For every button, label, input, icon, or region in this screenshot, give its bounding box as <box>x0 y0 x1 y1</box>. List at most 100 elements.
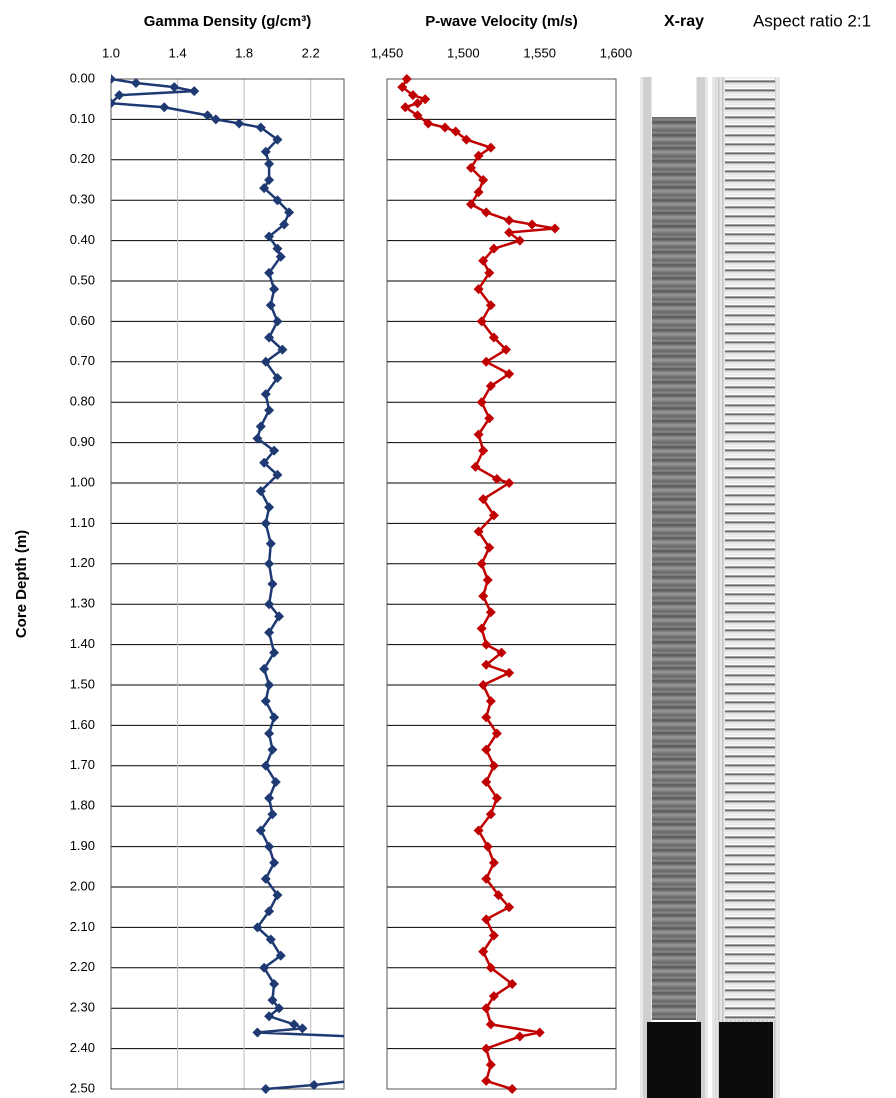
y-tick-label: 2.10 <box>70 919 95 934</box>
data-point <box>489 761 499 771</box>
data-point <box>492 474 502 484</box>
data-point <box>504 215 514 225</box>
data-line <box>402 79 555 1089</box>
data-point <box>471 462 481 472</box>
y-tick-label: 1.30 <box>70 596 95 611</box>
y-tick-label: 1.60 <box>70 717 95 732</box>
x-tick-label: 1,500 <box>447 45 480 60</box>
data-point <box>347 1076 357 1086</box>
y-tick-label: 1.20 <box>70 555 95 570</box>
y-tick-label: 1.00 <box>70 474 95 489</box>
x-tick-label: 1.0 <box>102 45 120 60</box>
data-point <box>256 421 266 431</box>
y-tick-label: 0.60 <box>70 313 95 328</box>
data-point <box>267 579 277 589</box>
data-point <box>481 914 491 924</box>
data-point <box>264 842 274 852</box>
x-tick-label: 1.4 <box>169 45 187 60</box>
data-point <box>131 78 141 88</box>
data-point <box>264 405 274 415</box>
data-point <box>483 842 493 852</box>
y-tick-label: 1.80 <box>70 798 95 813</box>
data-point <box>477 623 487 633</box>
data-point <box>211 114 221 124</box>
data-point <box>267 745 277 755</box>
data-point <box>261 696 271 706</box>
data-point <box>297 1023 307 1033</box>
data-point <box>486 696 496 706</box>
x-tick-label: 1,450 <box>371 45 404 60</box>
data-point <box>234 118 244 128</box>
data-point <box>481 640 491 650</box>
data-point <box>481 1044 491 1054</box>
data-point <box>347 1031 357 1041</box>
data-point <box>106 74 116 84</box>
data-point <box>481 207 491 217</box>
chart-title: P-wave Velocity (m/s) <box>425 13 578 30</box>
data-point <box>486 1060 496 1070</box>
data-point <box>477 559 487 569</box>
data-point <box>527 219 537 229</box>
data-point <box>189 86 199 96</box>
y-tick-label: 0.00 <box>70 70 95 85</box>
data-point <box>489 858 499 868</box>
data-point <box>264 728 274 738</box>
y-tick-label: 2.40 <box>70 1040 95 1055</box>
data-point <box>507 1084 517 1094</box>
data-point <box>504 668 514 678</box>
y-tick-label: 1.40 <box>70 636 95 651</box>
y-tick-label: 0.40 <box>70 232 95 247</box>
data-point <box>269 712 279 722</box>
data-point <box>478 680 488 690</box>
data-point <box>477 397 487 407</box>
data-point <box>203 110 213 120</box>
data-point <box>266 539 276 549</box>
data-point <box>481 1076 491 1086</box>
data-point <box>269 284 279 294</box>
data-point <box>264 680 274 690</box>
data-point <box>266 300 276 310</box>
x-tick-label: 1,550 <box>523 45 556 60</box>
series <box>397 74 560 1094</box>
image-label: X-ray <box>664 13 704 30</box>
data-point <box>252 1027 262 1037</box>
y-axis-title: Core Depth (m) <box>13 530 30 638</box>
data-point <box>264 559 274 569</box>
y-tick-label: 2.30 <box>70 1000 95 1015</box>
data-point <box>264 159 274 169</box>
data-point <box>269 858 279 868</box>
y-tick-label: 2.50 <box>70 1080 95 1095</box>
y-tick-label: 0.10 <box>70 111 95 126</box>
aspect-image <box>712 77 780 1098</box>
data-point <box>550 223 560 233</box>
y-tick-label: 0.20 <box>70 151 95 166</box>
data-point <box>402 74 412 84</box>
plot-frame <box>387 79 616 1089</box>
xray-image <box>640 77 708 1098</box>
x-tick-label: 1,600 <box>600 45 633 60</box>
data-point <box>486 1019 496 1029</box>
y-tick-label: 0.90 <box>70 434 95 449</box>
data-point <box>535 1027 545 1037</box>
data-point <box>261 1084 271 1094</box>
x-tick-label: 1.8 <box>235 45 253 60</box>
y-tick-label: 0.30 <box>70 192 95 207</box>
data-point <box>159 102 169 112</box>
image-label: Aspect ratio 2:1 <box>753 11 871 30</box>
data-line <box>111 79 352 1089</box>
data-point <box>264 793 274 803</box>
data-point <box>264 502 274 512</box>
y-tick-label: 2.20 <box>70 959 95 974</box>
y-tick-label: 2.00 <box>70 878 95 893</box>
data-point <box>272 316 282 326</box>
data-point <box>440 122 450 132</box>
chart-title: Gamma Density (g/cm³) <box>144 13 312 30</box>
y-tick-label: 0.80 <box>70 394 95 409</box>
data-point <box>486 607 496 617</box>
data-point <box>483 575 493 585</box>
y-tick-label: 1.70 <box>70 757 95 772</box>
plot-frame <box>111 79 344 1089</box>
y-tick-label: 1.90 <box>70 838 95 853</box>
data-point <box>478 591 488 601</box>
data-point <box>515 1031 525 1041</box>
